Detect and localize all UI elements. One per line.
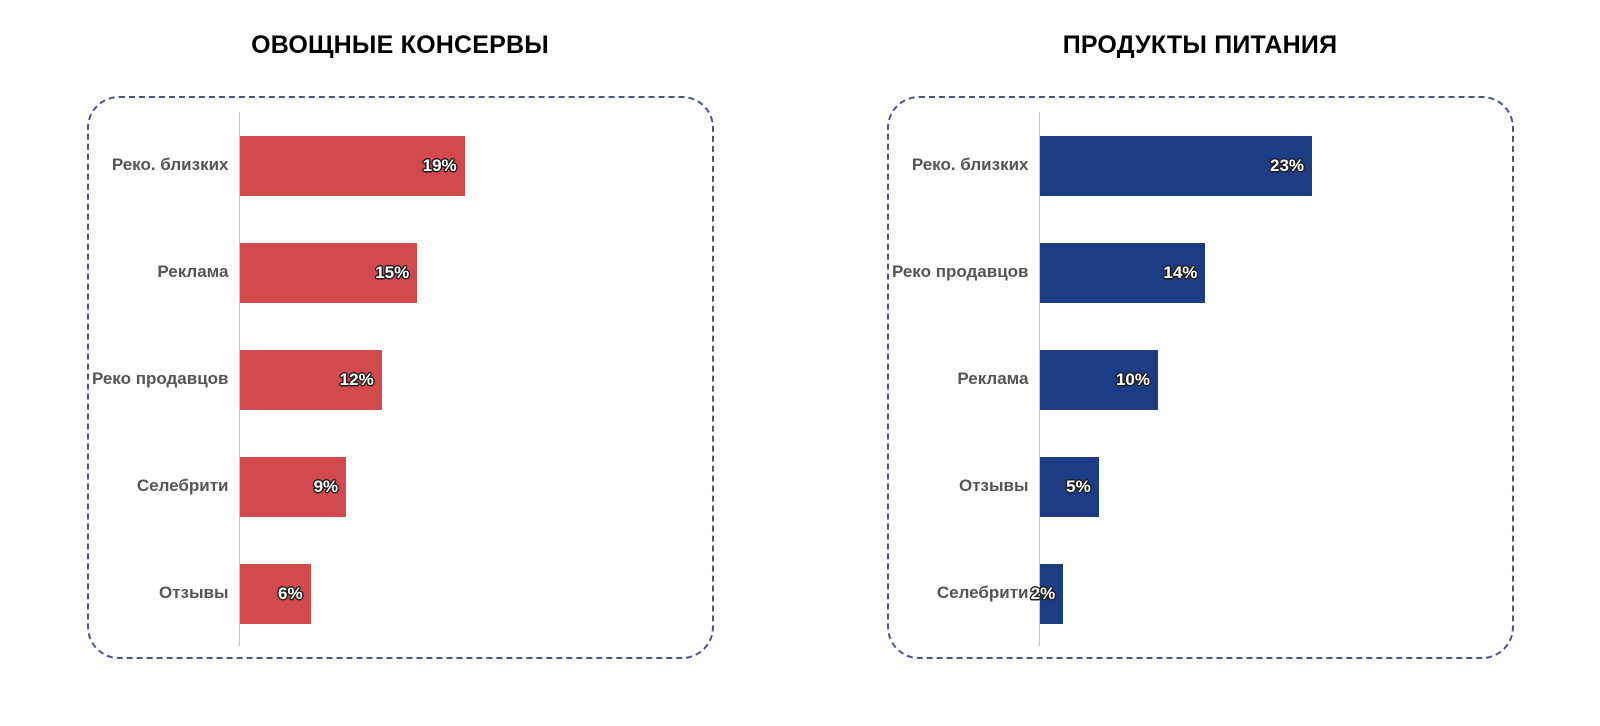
- bar-row: Реклама 10%: [889, 326, 1512, 433]
- bar-track: 19%: [238, 112, 712, 219]
- category-label: Реко. близких: [911, 155, 1029, 175]
- category-label: Селебрити: [936, 583, 1029, 603]
- category-label: Реклама: [957, 369, 1029, 389]
- category-label: Селебрити: [136, 476, 229, 496]
- value-label: 10%: [1115, 369, 1150, 389]
- value-label: 6%: [278, 583, 303, 603]
- category-label: Отзывы: [959, 476, 1029, 496]
- value-label: 5%: [1066, 476, 1091, 496]
- bar-row: Реко продавцов 14%: [889, 219, 1512, 326]
- bar: 5%: [1039, 456, 1099, 517]
- bar-track: 12%: [238, 326, 712, 433]
- chart-title: ОВОЩНЫЕ КОНСЕРВЫ: [251, 31, 549, 59]
- value-label: 2%: [1030, 583, 1056, 603]
- category-label: Реко продавцов: [891, 262, 1029, 282]
- bar-track: 2%: [1031, 540, 1512, 647]
- chart-panel-vegetable-canned: ОВОЩНЫЕ КОНСЕРВЫ Реко. близких 19% Реклама…: [86, 31, 714, 659]
- category-label: Реко продавцов: [91, 369, 229, 389]
- value-label: 12%: [339, 369, 374, 389]
- bar-row: Реко продавцов 12%: [89, 326, 712, 433]
- bar-track: 9%: [238, 433, 712, 540]
- bar: 10%: [1039, 349, 1158, 410]
- bar-track: 14%: [1038, 219, 1512, 326]
- value-label: 15%: [375, 262, 410, 282]
- bar-track: 10%: [1038, 326, 1512, 433]
- chart-plot-area: Реко. близких 23% Реко продавцов 14% Реклама…: [886, 96, 1514, 659]
- chart-panel-food-products: ПРОДУКТЫ ПИТАНИЯ Реко. близких 23% Реко пр…: [800, 0, 1600, 726]
- category-label: Реклама: [157, 262, 229, 282]
- value-label: 23%: [1270, 155, 1305, 175]
- bar: 6%: [239, 563, 311, 624]
- bar: 12%: [239, 349, 382, 410]
- bar-track: 5%: [1038, 433, 1512, 540]
- bar-row: Селебрити 9%: [89, 433, 712, 540]
- bar: 19%: [239, 135, 465, 196]
- bar: 9%: [239, 456, 347, 517]
- bar-row: Отзывы 6%: [89, 540, 712, 647]
- value-label: 9%: [313, 476, 339, 496]
- category-label: Отзывы: [159, 583, 229, 603]
- bar: 14%: [1039, 242, 1206, 303]
- value-label: 14%: [1163, 262, 1198, 282]
- chart-rows: Реко. близких 19% Реклама 15% Реко продавцов…: [89, 112, 712, 647]
- bar: 15%: [239, 242, 418, 303]
- bar: 2%: [1031, 563, 1064, 624]
- bar-row: Селебрити 2%: [889, 540, 1512, 647]
- chart-plot-area: Реко. близких 19% Реклама 15% Реко продавцов…: [86, 96, 714, 659]
- bar-row: Реко. близких 19%: [89, 112, 712, 219]
- bar-row: Реко. близких 23%: [889, 112, 1512, 219]
- bar-row: Отзывы 5%: [889, 433, 1512, 540]
- bar-track: 15%: [238, 219, 712, 326]
- chart-title: ПРОДУКТЫ ПИТАНИЯ: [1062, 31, 1338, 59]
- bar-row: Реклама 15%: [89, 219, 712, 326]
- bar-track: 6%: [238, 540, 712, 647]
- bar: 23%: [1039, 135, 1313, 196]
- category-label: Реко. близких: [111, 155, 229, 175]
- bar-track: 23%: [1038, 112, 1512, 219]
- value-label: 19%: [422, 155, 457, 175]
- chart-rows: Реко. близких 23% Реко продавцов 14% Реклама…: [889, 112, 1512, 647]
